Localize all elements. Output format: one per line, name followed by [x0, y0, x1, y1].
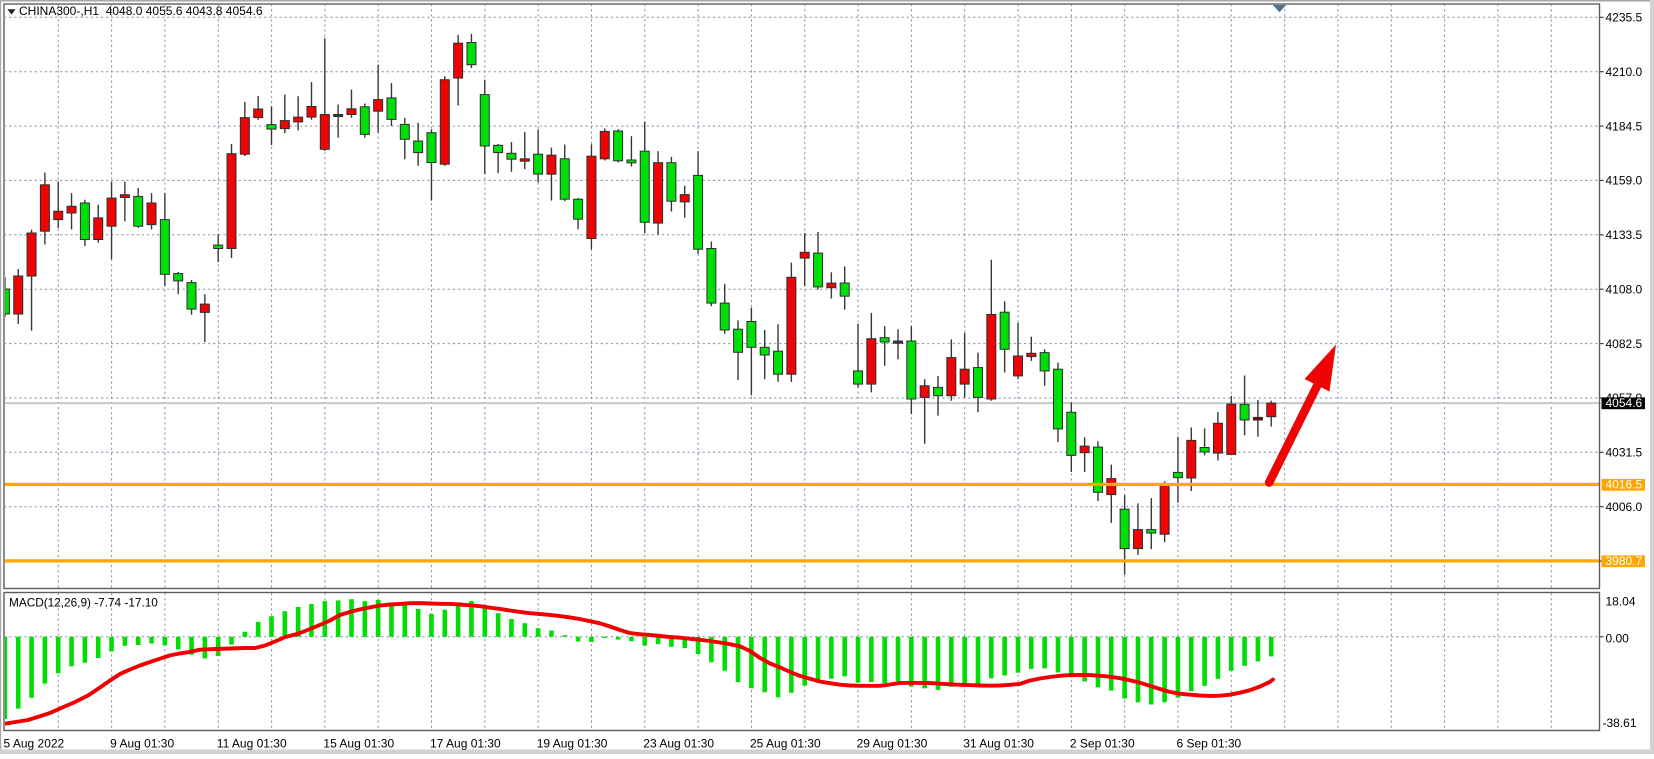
- svg-text:17 Aug 01:30: 17 Aug 01:30: [430, 737, 501, 751]
- svg-text:6 Sep 01:30: 6 Sep 01:30: [1177, 737, 1242, 751]
- svg-text:29 Aug 01:30: 29 Aug 01:30: [857, 737, 928, 751]
- svg-text:4082.5: 4082.5: [1606, 337, 1643, 351]
- svg-text:4108.0: 4108.0: [1606, 282, 1643, 296]
- svg-text:23 Aug 01:30: 23 Aug 01:30: [643, 737, 714, 751]
- svg-text:3980.7: 3980.7: [1606, 554, 1643, 568]
- svg-text:19 Aug 01:30: 19 Aug 01:30: [537, 737, 608, 751]
- svg-text:4016.5: 4016.5: [1606, 478, 1643, 492]
- svg-text:5 Aug 2022: 5 Aug 2022: [4, 737, 65, 751]
- svg-text:9 Aug 01:30: 9 Aug 01:30: [110, 737, 174, 751]
- svg-text:4031.5: 4031.5: [1606, 446, 1643, 460]
- svg-text:11 Aug 01:30: 11 Aug 01:30: [217, 737, 287, 751]
- svg-text:4054.6: 4054.6: [1606, 396, 1643, 410]
- svg-text:MACD(12,26,9) -7.74 -17.10: MACD(12,26,9) -7.74 -17.10: [9, 596, 158, 610]
- svg-text:4184.5: 4184.5: [1606, 119, 1643, 133]
- svg-text:4133.5: 4133.5: [1606, 228, 1643, 242]
- svg-text:31 Aug 01:30: 31 Aug 01:30: [963, 737, 1034, 751]
- svg-text:-38.61: -38.61: [1603, 716, 1637, 730]
- svg-text:CHINA300-,H1 4048.0 4055.6 40: CHINA300-,H1 4048.0 4055.6 4043.8 4054.6: [19, 4, 263, 18]
- svg-text:2 Sep 01:30: 2 Sep 01:30: [1070, 737, 1135, 751]
- svg-text:4159.0: 4159.0: [1606, 174, 1643, 188]
- svg-text:4210.0: 4210.0: [1606, 65, 1643, 79]
- svg-text:4235.5: 4235.5: [1606, 11, 1643, 25]
- svg-text:0.00: 0.00: [1606, 632, 1630, 646]
- svg-text:15 Aug 01:30: 15 Aug 01:30: [323, 737, 394, 751]
- svg-text:4006.0: 4006.0: [1606, 500, 1643, 514]
- svg-text:18.04: 18.04: [1606, 595, 1636, 609]
- svg-text:25 Aug 01:30: 25 Aug 01:30: [750, 737, 821, 751]
